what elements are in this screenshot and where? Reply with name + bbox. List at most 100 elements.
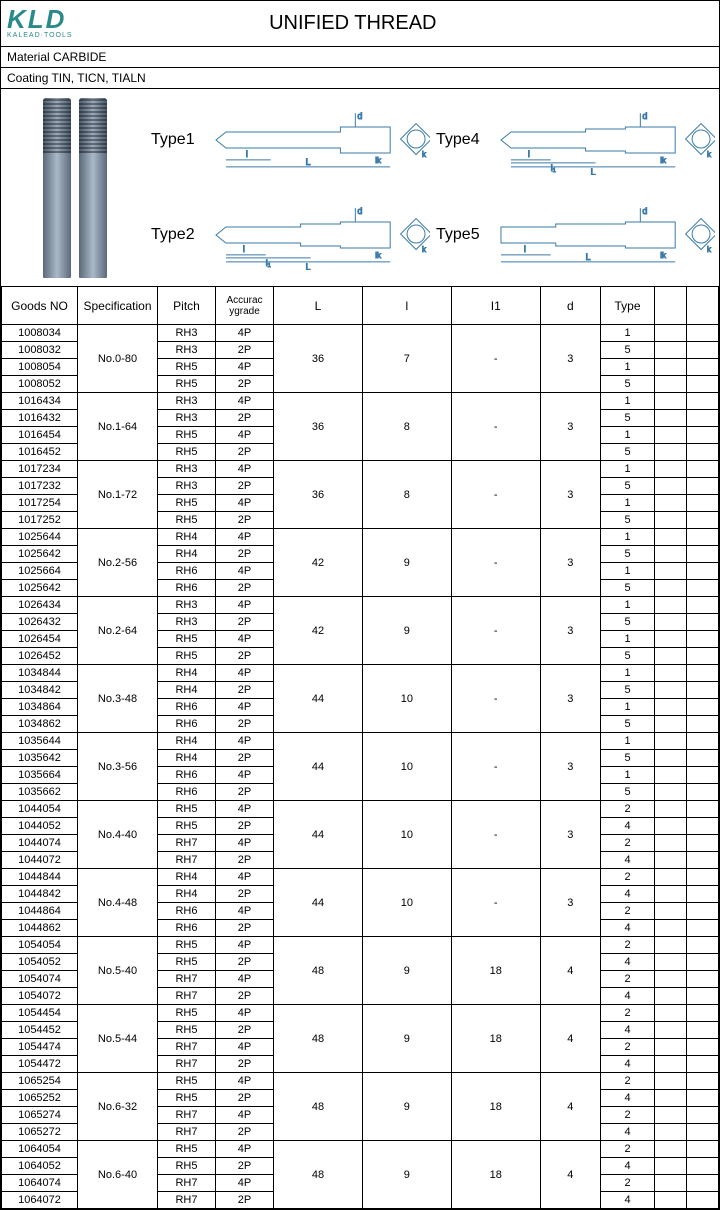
cell-i1: - [451,461,540,529]
cell-pitch: RH4 [158,546,216,563]
cell-accuracy: 2P [216,988,274,1005]
cell-blank1 [655,665,687,682]
cell-blank1 [655,1039,687,1056]
cell-goods: 1016452 [2,444,78,461]
cell-goods: 1025644 [2,529,78,546]
page-header: KLD KALEAD·TOOLS UNIFIED THREAD [1,1,719,46]
cell-goods: 1054072 [2,988,78,1005]
type2-label: Type2 [151,226,205,244]
cell-type: 5 [601,580,655,597]
cell-type: 1 [601,393,655,410]
cell-blank1 [655,1158,687,1175]
cell-blank2 [687,631,719,648]
cell-blank1 [655,631,687,648]
cell-blank2 [687,376,719,393]
cell-pitch: RH5 [158,631,216,648]
th-l: l [362,287,451,325]
table-row: 1017234No.1-72RH34P368-31 [2,461,719,478]
cell-blank2 [687,1073,719,1090]
cell-pitch: RH3 [158,410,216,427]
cell-accuracy: 4P [216,937,274,954]
cell-type: 1 [601,597,655,614]
cell-type: 5 [601,784,655,801]
cell-i1: 18 [451,1005,540,1073]
cell-goods: 1025642 [2,580,78,597]
cell-goods: 1064072 [2,1192,78,1209]
th-blank2 [687,287,719,325]
cell-d: 3 [540,733,600,801]
svg-text:k: k [707,245,711,254]
logo-sub-text: KALEAD·TOOLS [7,32,73,39]
cell-goods: 1044842 [2,886,78,903]
cell-blank2 [687,359,719,376]
cell-blank1 [655,1175,687,1192]
cell-pitch: RH7 [158,988,216,1005]
cell-pitch: RH5 [158,937,216,954]
cell-blank2 [687,699,719,716]
svg-text:l: l [246,149,248,159]
cell-blank2 [687,478,719,495]
cell-blank1 [655,852,687,869]
type-row-bottom: Type2 dll₁Llkk Type5 dlLlkk [151,188,715,283]
svg-text:d: d [357,206,362,216]
cell-pitch: RH5 [158,1005,216,1022]
svg-text:lk: lk [660,156,666,165]
cell-goods: 1054052 [2,954,78,971]
table-row: 1025644No.2-56RH44P429-31 [2,529,719,546]
cell-i1: - [451,529,540,597]
cell-pitch: RH7 [158,1039,216,1056]
cell-type: 5 [601,546,655,563]
cell-type: 2 [601,937,655,954]
svg-text:d: d [357,111,362,121]
cell-i1: - [451,597,540,665]
cell-accuracy: 4P [216,903,274,920]
cell-type: 4 [601,886,655,903]
cell-pitch: RH6 [158,716,216,733]
cell-goods: 1034862 [2,716,78,733]
material-row: Material CARBIDE [1,46,719,67]
cell-blank2 [687,784,719,801]
cell-blank2 [687,750,719,767]
cell-accuracy: 2P [216,512,274,529]
cell-goods: 1016434 [2,393,78,410]
cell-goods: 1008054 [2,359,78,376]
cell-l: 8 [362,461,451,529]
cell-accuracy: 2P [216,1090,274,1107]
cell-spec: No.3-56 [78,733,158,801]
svg-text:L: L [591,167,596,175]
cell-blank2 [687,920,719,937]
cell-type: 4 [601,1124,655,1141]
cell-type: 4 [601,988,655,1005]
brand-logo: KLD KALEAD·TOOLS [7,8,73,38]
cell-d: 3 [540,869,600,937]
cell-accuracy: 4P [216,869,274,886]
coating-row: Coating TIN, TICN, TIALN [1,67,719,88]
cell-pitch: RH4 [158,682,216,699]
th-d: d [540,287,600,325]
cell-i1: - [451,733,540,801]
cell-blank1 [655,835,687,852]
cell-blank2 [687,410,719,427]
cell-spec: No.4-48 [78,869,158,937]
cell-accuracy: 4P [216,631,274,648]
cell-accuracy: 4P [216,461,274,478]
cell-accuracy: 4P [216,971,274,988]
cell-pitch: RH6 [158,920,216,937]
cell-blank1 [655,869,687,886]
cell-pitch: RH7 [158,1192,216,1209]
cell-accuracy: 4P [216,699,274,716]
svg-text:l₁: l₁ [266,258,271,268]
cell-accuracy: 2P [216,852,274,869]
cell-type: 4 [601,1192,655,1209]
cell-blank1 [655,767,687,784]
cell-goods: 1016454 [2,427,78,444]
cell-blank1 [655,342,687,359]
diagram-panel: Type1 dlLlkk Type4 dll₁Llkk Type2 dll₁Ll… [1,88,719,286]
cell-type: 5 [601,682,655,699]
cell-type: 1 [601,495,655,512]
cell-blank1 [655,954,687,971]
cell-goods: 1044074 [2,835,78,852]
cell-blank2 [687,342,719,359]
cell-type: 5 [601,376,655,393]
cell-blank2 [687,682,719,699]
